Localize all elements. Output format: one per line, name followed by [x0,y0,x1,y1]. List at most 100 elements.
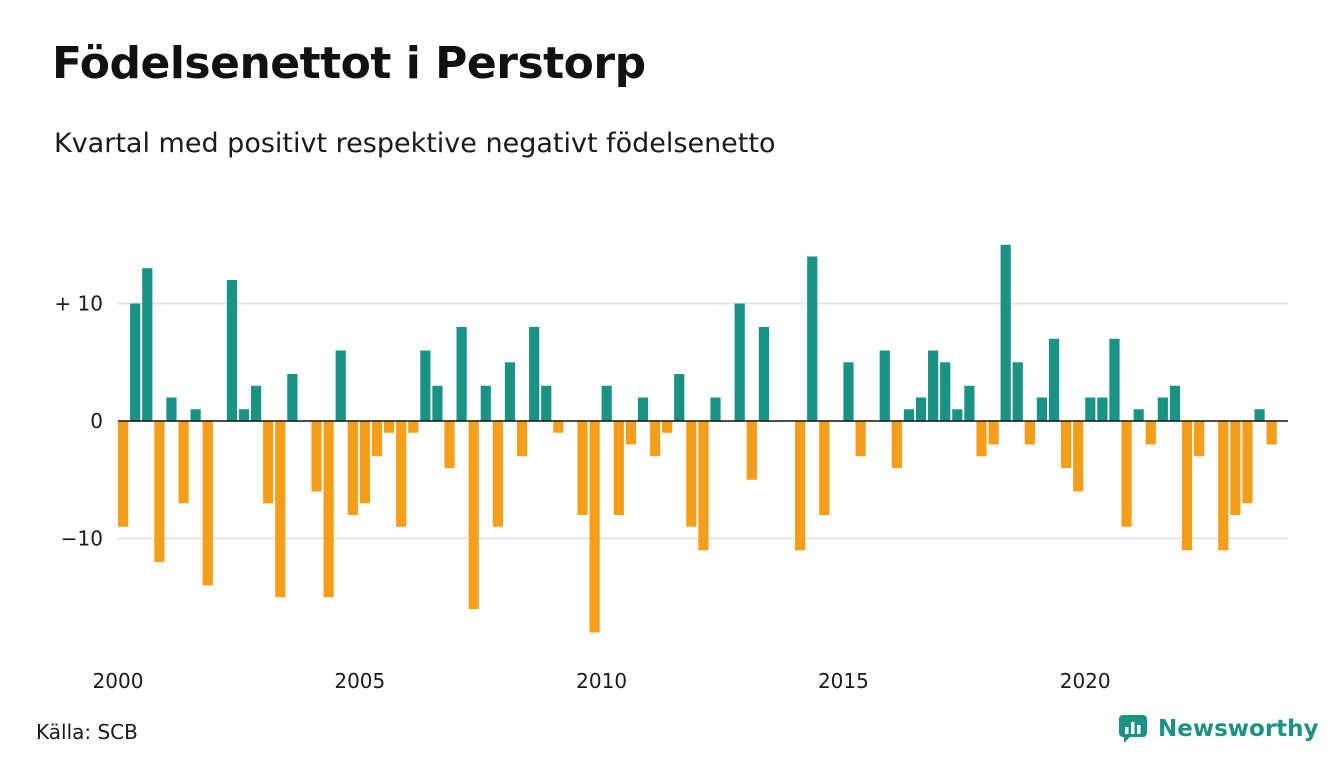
bar-positive [130,303,141,421]
bar-negative [118,421,129,527]
bar-negative [1218,421,1229,551]
bar-negative [1242,421,1253,504]
bar-positive [915,397,927,421]
x-tick-label: 2010 [576,669,627,693]
bar-positive [504,362,516,421]
bar-positive [734,303,745,421]
x-axis-ticks: 2000 2005 2010 2015 2020 [93,669,1111,693]
bar-negative [649,421,661,457]
bar-negative [1061,421,1072,468]
bar-positive [287,374,298,421]
bar-positive [1000,244,1011,421]
source-note: Källa: SCB [36,720,138,744]
bar-negative [516,421,528,457]
x-tick-label: 2020 [1060,669,1111,693]
bar-positive [480,385,491,421]
bar-positive [529,327,540,421]
bar-positive [601,385,612,421]
bar-negative [1194,421,1205,457]
bar-negative [891,421,902,468]
chart-subtitle: Kvartal med positivt respektive negativt… [54,128,776,159]
bar-negative [1181,421,1193,551]
bar-negative [976,421,987,457]
bar-positive [928,350,939,421]
bar-positive [142,268,153,421]
bar-negative [468,421,479,609]
bar-positive [432,385,443,421]
bar-negative [577,421,588,515]
bar-positive [1085,397,1096,421]
bar-positive [952,409,963,421]
bar-positive [843,362,854,421]
bar-positive [250,385,262,421]
bar-positive [674,374,685,421]
bar-positive [903,409,915,421]
bar-positive [964,385,975,421]
bar-negative [371,421,383,457]
bar-positive [710,397,721,421]
brand-logo-group: Newsworthy [1118,714,1319,744]
y-axis-ticks: + 10 0 −10 [54,292,103,551]
x-tick-label: 2005 [334,669,385,693]
y-tick-label: + 10 [54,292,103,316]
brand-name: Newsworthy [1158,716,1319,742]
bar-negative [698,421,709,551]
chart-title: Födelsenettot i Perstorp [52,38,646,89]
bar-chart: + 10 0 −10 2000 2005 2010 2015 2020 [54,244,1288,693]
bar-positive [335,350,346,421]
bar-negative [746,421,757,480]
bar-positive [879,350,890,421]
bar-positive [1109,338,1120,421]
bar-positive [1254,409,1265,421]
bar-negative [275,421,286,598]
bar-positive [807,256,818,421]
x-tick-label: 2000 [93,669,144,693]
bar-negative [1024,421,1035,445]
newsworthy-logo-icon [1119,715,1147,743]
bar-negative [311,421,322,492]
y-tick-label: −10 [61,527,103,551]
bar-positive [238,409,250,421]
bar-positive [166,397,177,421]
bar-negative [795,421,806,551]
bar-negative [359,421,370,504]
bar-negative [263,421,274,504]
bar-positive [758,327,769,421]
bar-negative [202,421,213,586]
bar-negative [492,421,503,527]
bar-positive [1133,409,1144,421]
bar-negative [589,421,600,633]
bar-positive [541,385,552,421]
bar-positive [1097,397,1108,421]
bar-negative [178,421,189,504]
bar-positive [420,350,431,421]
bar-negative [1230,421,1241,515]
bar-negative [396,421,407,527]
bar-negative [686,421,697,527]
bar-negative [154,421,165,562]
bar-positive [637,397,649,421]
bar-negative [819,421,830,515]
bar-positive [1012,362,1023,421]
bar-negative [1073,421,1084,492]
bar-negative [1121,421,1132,527]
x-tick-label: 2015 [818,669,869,693]
bar-negative [347,421,358,515]
bar-negative [613,421,624,515]
bar-positive [940,362,951,421]
bar-negative [1145,421,1156,445]
bar-positive [1048,338,1060,421]
bar-positive [1157,397,1168,421]
bar-negative [625,421,636,445]
bar-negative [662,421,673,433]
bar-negative [323,421,334,598]
bar-negative [988,421,999,445]
bar-negative [855,421,866,457]
bar-positive [1036,397,1048,421]
bars [118,244,1277,633]
bar-negative [1266,421,1277,445]
bar-positive [190,409,201,421]
bar-negative [444,421,455,468]
bar-positive [1169,385,1181,421]
y-tick-label: 0 [90,409,103,433]
